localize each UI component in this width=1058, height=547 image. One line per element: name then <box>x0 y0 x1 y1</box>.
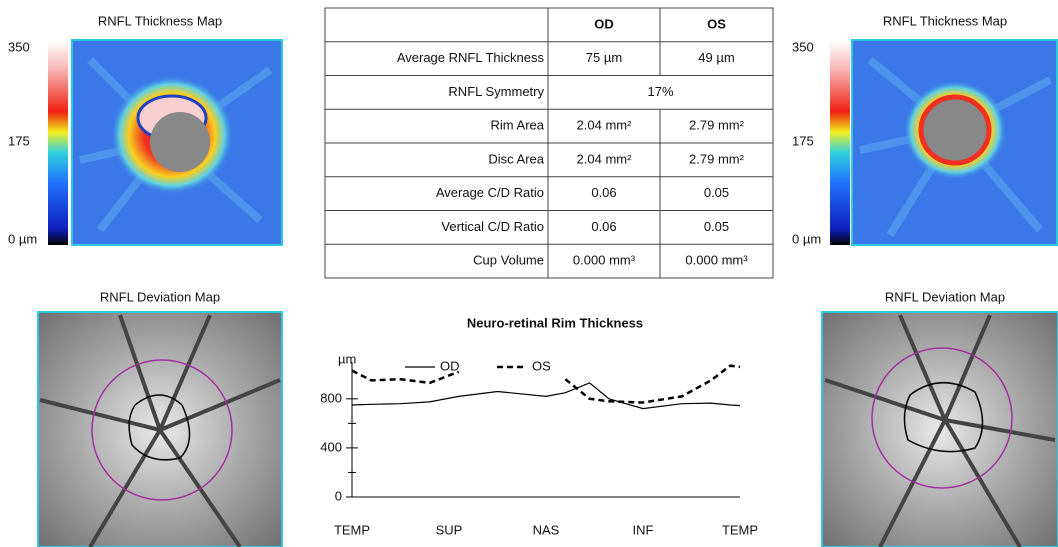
row-label: Average RNFL Thickness <box>397 50 545 65</box>
cell: 2.79 mm² <box>689 118 745 133</box>
map-title: RNFL Deviation Map <box>100 289 220 304</box>
cell: 17% <box>647 84 673 99</box>
scale-label: 350 <box>792 39 814 54</box>
row-label: Rim Area <box>491 118 545 133</box>
cell: 49 µm <box>698 50 734 65</box>
scale-label: 175 <box>8 133 30 148</box>
results-table: OD OS Average RNFL Thickness 75 µm 49 µm RNFL… <box>325 8 773 278</box>
y-tick-label: 0 <box>335 488 342 503</box>
legend-label: OS <box>532 358 551 373</box>
row-label: Cup Volume <box>473 253 544 268</box>
scale-label: 0 µm <box>8 231 37 246</box>
thickness-map <box>852 40 1057 245</box>
y-tick-label: 800 <box>320 390 342 405</box>
deviation-map <box>38 312 282 547</box>
thickness-map <box>72 40 282 245</box>
row-label: Average C/D Ratio <box>436 185 544 200</box>
cell: 0.000 mm³ <box>573 253 636 268</box>
color-scale <box>48 40 68 245</box>
map-title: RNFL Thickness Map <box>883 13 1007 28</box>
cell: 2.04 mm² <box>577 118 633 133</box>
color-scale <box>830 40 850 245</box>
x-tick-label: INF <box>633 522 654 537</box>
x-tick-label: NAS <box>533 522 560 537</box>
cell: 2.79 mm² <box>689 151 745 166</box>
row-label: Disc Area <box>488 151 544 166</box>
cell: 0.05 <box>704 219 729 234</box>
scale-label: 175 <box>792 133 814 148</box>
scale-label: 350 <box>8 39 30 54</box>
column-header: OS <box>707 16 726 31</box>
report-canvas: RNFL Thickness Map 350 175 0 µm RNFL Thi… <box>0 0 1058 547</box>
x-tick-label: TEMP <box>722 522 758 537</box>
cell: 0.000 mm³ <box>685 253 748 268</box>
row-label: Vertical C/D Ratio <box>441 219 544 234</box>
column-header: OD <box>594 16 614 31</box>
cell: 0.05 <box>704 185 729 200</box>
chart-title: Neuro-retinal Rim Thickness <box>467 315 643 330</box>
cell: 0.06 <box>591 185 616 200</box>
rim-thickness-chart: Neuro-retinal Rim Thickness µm 0 400 800 TEMP… <box>320 315 758 537</box>
x-tick-label: SUP <box>436 522 463 537</box>
row-label: RNFL Symmetry <box>448 84 544 99</box>
map-title: RNFL Deviation Map <box>885 289 1005 304</box>
deviation-map <box>822 312 1058 547</box>
map-title: RNFL Thickness Map <box>98 13 222 28</box>
cell: 75 µm <box>586 50 622 65</box>
scale-label: 0 µm <box>792 231 821 246</box>
report: RNFL Thickness Map 350 175 0 µm RNFL Thi… <box>0 0 1058 547</box>
x-tick-label: TEMP <box>334 522 370 537</box>
cell: 0.06 <box>591 219 616 234</box>
legend-label: OD <box>440 358 460 373</box>
y-axis-label: µm <box>338 351 356 366</box>
cell: 2.04 mm² <box>577 151 633 166</box>
y-tick-label: 400 <box>320 439 342 454</box>
